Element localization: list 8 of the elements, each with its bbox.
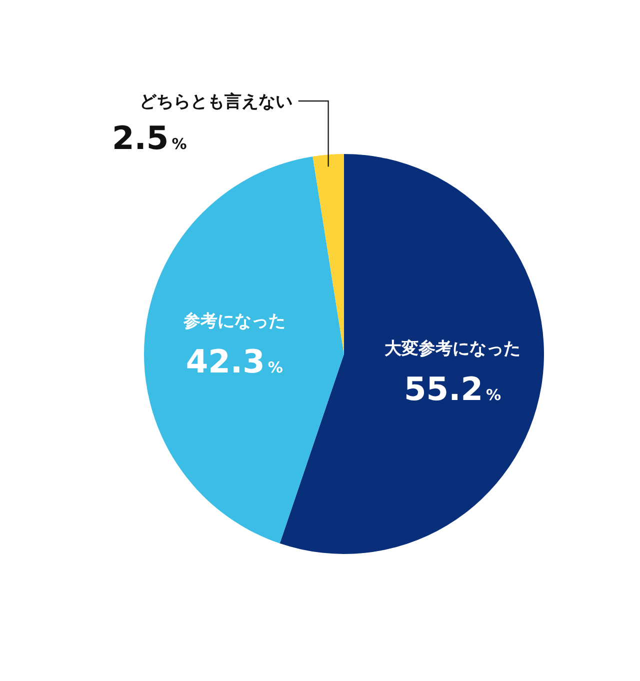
data-label: 55.2% — [404, 370, 502, 408]
pie-slice — [144, 156, 344, 544]
data-label: 2.5% — [112, 119, 187, 157]
pie-slice — [312, 154, 344, 354]
slice-label: 大変参考になった — [384, 338, 521, 359]
slice-label: どちらとも言えない — [139, 92, 292, 112]
data-label: 42.3% — [186, 342, 283, 381]
slice-label: 参考になった — [182, 312, 286, 332]
